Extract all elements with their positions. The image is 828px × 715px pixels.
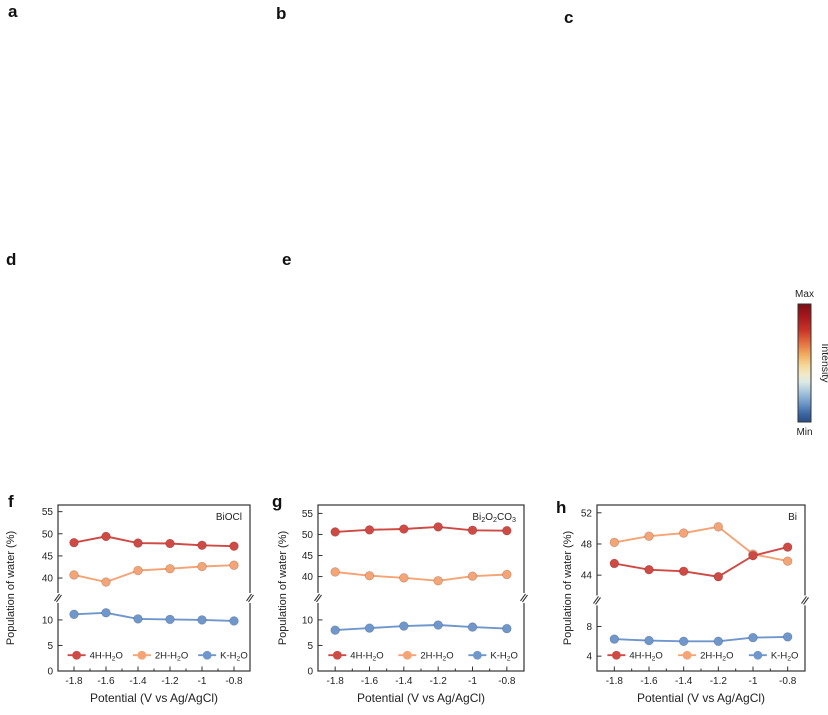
panel-c-label: c [564, 8, 574, 27]
svg-text:-0.8: -0.8 [225, 676, 243, 687]
svg-text:-1: -1 [198, 676, 207, 687]
svg-text:-1.2: -1.2 [161, 676, 179, 687]
panel-c [553, 0, 828, 235]
panel-g-chart: -1.8 -1.6 -1.4 -1.2 -1 -0.8 0 5 10 40 45 50 55 Bi2O2C… [277, 504, 528, 705]
svg-text:Potential (V vs Ag/AgCl): Potential (V vs Ag/AgCl) [637, 691, 765, 705]
svg-text:4: 4 [586, 652, 592, 663]
svg-text:-1.4: -1.4 [675, 676, 693, 687]
svg-text:52: 52 [581, 508, 593, 519]
svg-text:Population of water (%): Population of water (%) [562, 531, 574, 645]
panel-d-illustration [0, 240, 250, 472]
svg-text:-1.8: -1.8 [327, 676, 345, 687]
svg-text:Max: Max [795, 289, 814, 300]
svg-text:5: 5 [47, 641, 53, 652]
svg-text:10: 10 [42, 615, 54, 626]
svg-text:44: 44 [581, 571, 593, 582]
svg-text:Bi: Bi [788, 512, 797, 523]
svg-text:-1: -1 [749, 676, 758, 687]
svg-text:8: 8 [586, 622, 592, 633]
svg-text:2H-H2O: 2H-H2O [420, 651, 453, 663]
svg-text:55: 55 [42, 507, 54, 518]
svg-text:Potential (V vs Ag/AgCl): Potential (V vs Ag/AgCl) [357, 691, 485, 705]
panel-a-chart [0, 0, 268, 235]
svg-text:-1.2: -1.2 [430, 676, 448, 687]
panel-f-chart: -1.8 -1.6 -1.4 -1.2 -1 -0.8 0 5 10 40 45 50 55 BiOCl 4… [5, 504, 254, 705]
svg-text:50: 50 [42, 529, 54, 540]
svg-text:K-H2O: K-H2O [771, 651, 799, 663]
svg-text:40: 40 [302, 572, 314, 583]
panel-b [268, 0, 553, 235]
panel-g-label: g [272, 492, 283, 511]
svg-text:BiOCl: BiOCl [216, 512, 242, 523]
panel-h: -1.8 -1.6 -1.4 -1.2 -1 -0.8 4 8 44 48 52 Bi 4H-H2O 2H… [557, 475, 828, 715]
f-series-4HH2O [69, 531, 239, 551]
g-series-2HH2O [330, 567, 512, 586]
svg-text:-1.8: -1.8 [65, 676, 83, 687]
panel-f: -1.8 -1.6 -1.4 -1.2 -1 -0.8 0 5 10 40 45 50 55 BiOCl 4… [0, 475, 270, 715]
svg-text:4H-H2O: 4H-H2O [350, 651, 383, 663]
svg-text:K-H2O: K-H2O [490, 651, 518, 663]
panel-e-heatmaps: Max Min Intensity [795, 289, 828, 438]
svg-text:-1: -1 [468, 676, 477, 687]
panel-c-chart [553, 0, 828, 235]
g-series-KH2O [330, 620, 512, 635]
svg-text:55: 55 [302, 509, 314, 520]
svg-text:-0.8: -0.8 [779, 676, 797, 687]
svg-text:Intensity: Intensity [819, 343, 828, 383]
svg-text:45: 45 [302, 551, 314, 562]
svg-text:-1.6: -1.6 [97, 676, 115, 687]
svg-text:Potential (V vs Ag/AgCl): Potential (V vs Ag/AgCl) [90, 691, 218, 705]
svg-text:Population of water (%): Population of water (%) [5, 531, 17, 645]
f-series-KH2O [69, 607, 239, 626]
svg-text:-1.4: -1.4 [395, 676, 413, 687]
svg-text:5: 5 [307, 641, 313, 652]
panel-a [0, 0, 268, 235]
svg-text:48: 48 [581, 539, 593, 550]
svg-text:-1.6: -1.6 [361, 676, 379, 687]
svg-text:-1.6: -1.6 [640, 676, 658, 687]
panel-f-label: f [8, 492, 14, 511]
svg-text:4H-H2O: 4H-H2O [629, 651, 662, 663]
g-series-4HH2O [330, 522, 512, 537]
panel-b-label: b [276, 4, 287, 23]
svg-text:50: 50 [302, 530, 314, 541]
panel-h-label: h [556, 498, 567, 517]
svg-text:-1.2: -1.2 [710, 676, 728, 687]
panel-e-label: e [282, 250, 292, 269]
svg-text:0: 0 [47, 667, 53, 678]
panel-g: -1.8 -1.6 -1.4 -1.2 -1 -0.8 0 5 10 40 45 50 55 Bi2O2C… [272, 475, 557, 715]
svg-text:-1.8: -1.8 [606, 676, 624, 687]
panel-d [0, 240, 250, 472]
f-series-2HH2O [69, 560, 239, 587]
h-series-KH2O [609, 632, 793, 647]
svg-text:10: 10 [302, 615, 314, 626]
svg-text:Min: Min [796, 427, 812, 438]
svg-text:Population of water (%): Population of water (%) [277, 531, 289, 645]
svg-text:2H-H2O: 2H-H2O [700, 651, 733, 663]
h-series-4HH2O [609, 542, 793, 582]
svg-text:4H-H2O: 4H-H2O [90, 651, 123, 663]
svg-text:45: 45 [42, 551, 54, 562]
panel-d-label: d [6, 250, 17, 269]
h-series-2HH2O [609, 522, 793, 566]
svg-text:Bi2O2CO3: Bi2O2CO3 [472, 512, 516, 524]
svg-text:-1.4: -1.4 [129, 676, 147, 687]
panel-e: Max Min Intensity [250, 240, 828, 472]
colorbar [797, 303, 812, 423]
svg-text:0: 0 [307, 667, 313, 678]
svg-text:K-H2O: K-H2O [220, 651, 248, 663]
svg-text:-0.8: -0.8 [498, 676, 516, 687]
panel-b-chart [268, 0, 553, 235]
svg-text:40: 40 [42, 574, 54, 585]
svg-text:2H-H2O: 2H-H2O [155, 651, 188, 663]
panel-a-label: a [8, 2, 18, 21]
axes-frame [57, 504, 251, 672]
